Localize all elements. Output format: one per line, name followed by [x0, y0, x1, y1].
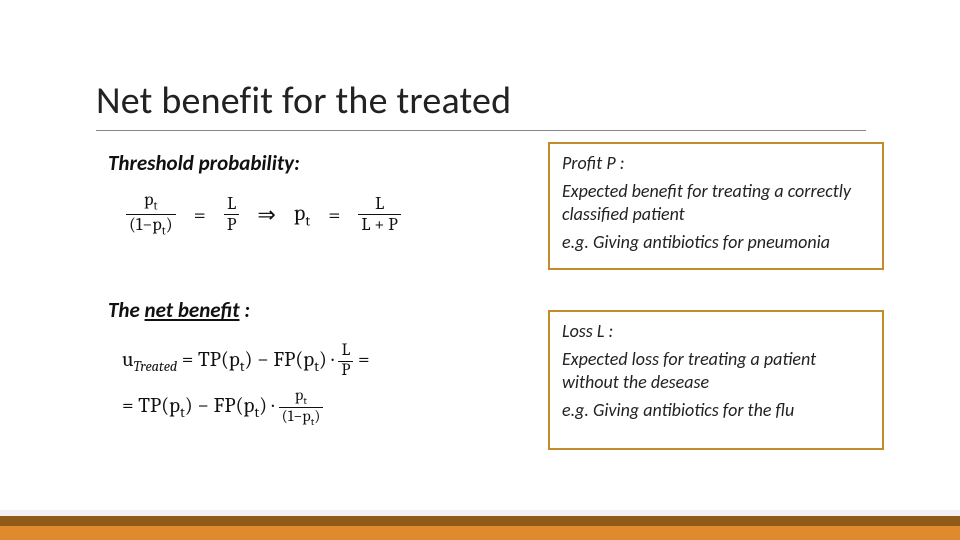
- eq-text: L + P: [358, 214, 401, 235]
- eq-text: L: [339, 342, 354, 361]
- eq-sub: t: [303, 394, 307, 407]
- eq-text: =: [353, 348, 369, 372]
- net-benefit-label: The net benefit :: [108, 297, 528, 323]
- eq-sub: t: [154, 200, 158, 214]
- equation-line-2: = TP(pt) − FP(pt) · pt(1−pt): [122, 383, 528, 429]
- eq-text: L: [372, 194, 387, 214]
- eq-sub: t: [305, 212, 310, 229]
- loss-description: Expected loss for treating a patient wit…: [562, 348, 870, 393]
- net-benefit-equation: uTreated = TP(pt) − FP(pt) · LP = = TP(p…: [122, 337, 528, 429]
- profit-box: Profit P : Expected benefit for treating…: [548, 142, 884, 270]
- eq-text: L: [224, 194, 239, 214]
- eq-text: p: [294, 200, 305, 226]
- eq-text: ): [314, 407, 320, 425]
- eq-text: P: [224, 214, 240, 235]
- fraction-l-over-p: L P: [224, 194, 240, 235]
- eq-text: ) − FP(p: [245, 348, 315, 372]
- eq-text: net benefit: [145, 297, 240, 323]
- arrow-symbol: ⇒: [257, 202, 275, 228]
- eq-text: P: [338, 361, 353, 381]
- slide-title: Net benefit for the treated: [96, 78, 866, 131]
- threshold-label: Threshold probability:: [108, 150, 528, 176]
- footer-stripe-orange: [0, 526, 960, 540]
- profit-label: Profit P :: [562, 152, 870, 174]
- equals-sign: =: [328, 202, 340, 228]
- fraction-pt-over-1mpt-2: pt(1−pt): [279, 387, 324, 428]
- eq-text: ) − FP(p: [185, 394, 255, 418]
- pt-lhs: pt: [294, 200, 310, 229]
- footer-accent: [0, 510, 960, 540]
- equals-sign: =: [194, 202, 206, 228]
- profit-example: e.g. Giving antibiotics for pneumonia: [562, 231, 870, 254]
- loss-box: Loss L : Expected loss for treating a pa…: [548, 310, 884, 450]
- eq-text: ) ·: [319, 348, 339, 372]
- fraction-l-over-lp: L L + P: [358, 194, 401, 235]
- left-column: Threshold probability: pt (1−pt) = L P ⇒…: [108, 150, 528, 429]
- slide: Net benefit for the treated Threshold pr…: [0, 0, 960, 540]
- eq-text: u: [122, 348, 133, 372]
- threshold-equation: pt (1−pt) = L P ⇒ pt = L L + P: [126, 190, 528, 239]
- eq-text: (1−p: [282, 407, 311, 425]
- eq-sub: Treated: [133, 358, 177, 375]
- eq-text: The: [108, 297, 145, 323]
- eq-text: (1−p: [129, 214, 162, 235]
- eq-text: = TP(p: [122, 394, 180, 418]
- profit-description: Expected benefit for treating a correctl…: [562, 180, 870, 225]
- footer-stripe-dark: [0, 516, 960, 526]
- eq-text: :: [240, 297, 251, 323]
- eq-text: ) ·: [259, 394, 279, 418]
- net-benefit-section: The net benefit : uTreated = TP(pt) − FP…: [108, 297, 528, 429]
- loss-label: Loss L :: [562, 320, 870, 342]
- fraction-pt-over-1mpt: pt (1−pt): [126, 190, 176, 239]
- eq-text: ): [166, 214, 173, 235]
- equation-line-1: uTreated = TP(pt) − FP(pt) · LP =: [122, 337, 528, 383]
- loss-example: e.g. Giving antibiotics for the flu: [562, 399, 870, 422]
- eq-text: = TP(p: [177, 348, 240, 372]
- eq-text: p: [144, 189, 153, 210]
- fraction-l-over-p-2: LP: [338, 342, 353, 380]
